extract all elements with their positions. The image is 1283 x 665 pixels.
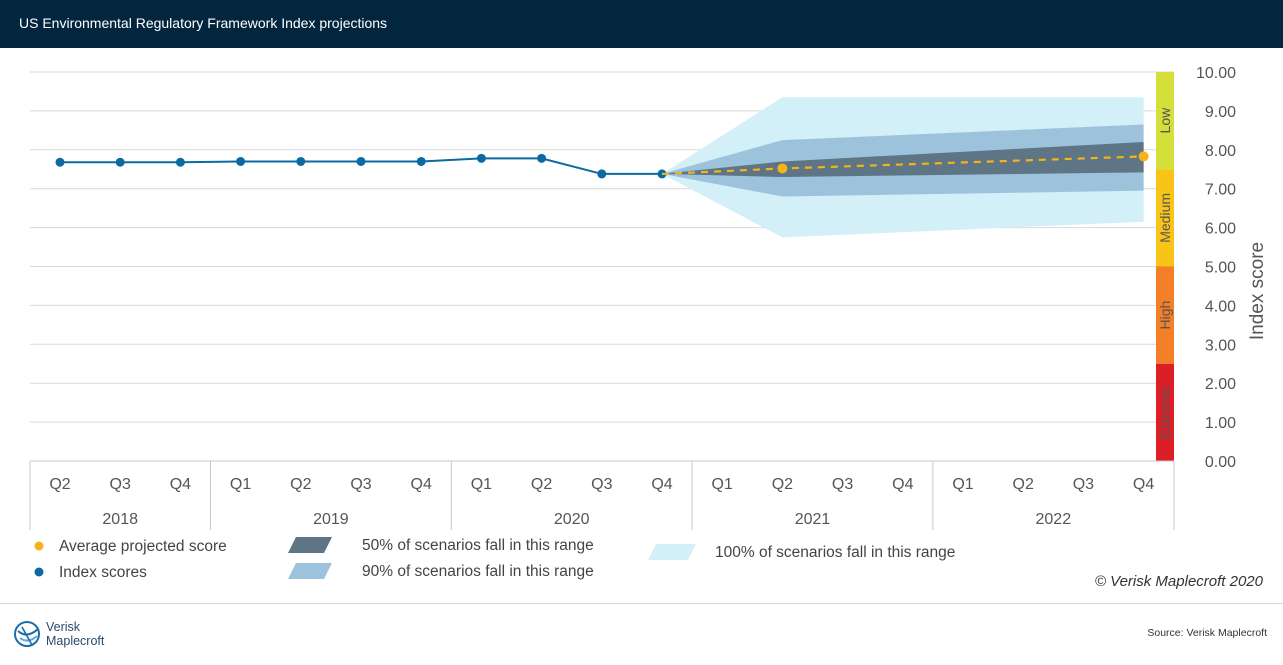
y-tick-label: 1.00	[1205, 415, 1236, 432]
y-tick-label: 5.00	[1205, 260, 1236, 277]
projection-point	[1138, 151, 1149, 162]
index-point	[537, 153, 547, 163]
index-point	[416, 156, 426, 166]
header-bar: US Environmental Regulatory Framework In…	[0, 0, 1283, 48]
y-axis-label: Index score	[1247, 242, 1268, 340]
y-tick-label: 4.00	[1205, 298, 1236, 315]
x-tick-label: Q4	[411, 476, 432, 493]
x-tick-label: Q4	[892, 476, 913, 493]
index-point	[55, 157, 65, 167]
y-tick-label: 6.00	[1205, 221, 1236, 238]
logo-text-verisk: Verisk	[46, 620, 81, 634]
y-tick-label: 8.00	[1205, 143, 1236, 160]
y-tick-label: 2.00	[1205, 376, 1236, 393]
x-tick-label: Q2	[772, 476, 793, 493]
x-tick-label: Q1	[712, 476, 733, 493]
risk-band	[1156, 266, 1174, 364]
x-tick-label: Q2	[531, 476, 552, 493]
index-point	[476, 153, 486, 163]
index-point	[175, 157, 185, 167]
index-point	[356, 156, 366, 166]
year-label: 2019	[313, 511, 349, 528]
x-tick-label: Q3	[832, 476, 853, 493]
year-label: 2022	[1036, 511, 1072, 528]
index-chart: Low Medium High Extreme 0.00 1.00 2.00 3.00 4.00…	[29, 65, 1268, 581]
y-tick-label: 3.00	[1205, 337, 1236, 354]
legend-label: Average projected score	[59, 538, 227, 555]
legend-projection-dot	[34, 541, 44, 551]
x-tick-label: Q4	[1133, 476, 1154, 493]
risk-band	[1156, 169, 1174, 267]
verisk-maplecroft-logo: Verisk Maplecroft	[14, 617, 154, 657]
footer-divider	[0, 603, 1283, 604]
x-tick-label: Q3	[350, 476, 371, 493]
risk-band-label: Extreme	[1157, 386, 1173, 438]
y-tick-label: 7.00	[1205, 182, 1236, 199]
x-tick-label: Q2	[49, 476, 70, 493]
index-point	[115, 157, 125, 167]
logo-text-maplecroft: Maplecroft	[46, 634, 105, 648]
legend-swatch-band90	[288, 563, 332, 579]
risk-band-label: Low	[1157, 107, 1173, 134]
legend-swatch-band50	[288, 537, 332, 553]
year-label: 2018	[102, 511, 138, 528]
risk-band-label: High	[1157, 301, 1173, 330]
source-text: Source: Verisk Maplecroft	[1147, 627, 1267, 639]
chart-title: US Environmental Regulatory Framework In…	[19, 15, 388, 31]
projection-point	[777, 163, 788, 174]
x-tick-label: Q1	[952, 476, 973, 493]
index-point	[236, 156, 246, 166]
y-tick-label: 10.00	[1196, 65, 1236, 82]
logo-mark-icon	[14, 621, 40, 647]
y-tick-label: 0.00	[1205, 454, 1236, 471]
year-label: 2021	[795, 511, 831, 528]
x-tick-label: Q2	[290, 476, 311, 493]
x-tick-label: Q4	[651, 476, 672, 493]
index-point	[296, 156, 306, 166]
x-tick-label: Q1	[230, 476, 251, 493]
x-tick-label: Q1	[471, 476, 492, 493]
legend-index-dot	[34, 567, 44, 577]
year-label: 2020	[554, 511, 590, 528]
risk-band	[1156, 72, 1174, 170]
legend-label: 50% of scenarios fall in this range	[362, 537, 594, 554]
legend-label: Index scores	[59, 564, 147, 581]
x-tick-label: Q3	[1073, 476, 1094, 493]
index-point	[597, 169, 607, 179]
x-tick-label: Q4	[170, 476, 191, 493]
x-tick-label: Q2	[1013, 476, 1034, 493]
risk-band-label: Medium	[1157, 193, 1173, 243]
x-tick-label: Q3	[591, 476, 612, 493]
y-tick-label: 9.00	[1205, 104, 1236, 121]
legend-label: 100% of scenarios fall in this range	[715, 544, 955, 561]
legend-label: 90% of scenarios fall in this range	[362, 563, 594, 580]
risk-band	[1156, 363, 1174, 461]
x-tick-label: Q3	[110, 476, 131, 493]
legend-swatch-band100	[648, 544, 696, 560]
copyright-text: © Verisk Maplecroft 2020	[1094, 573, 1263, 590]
